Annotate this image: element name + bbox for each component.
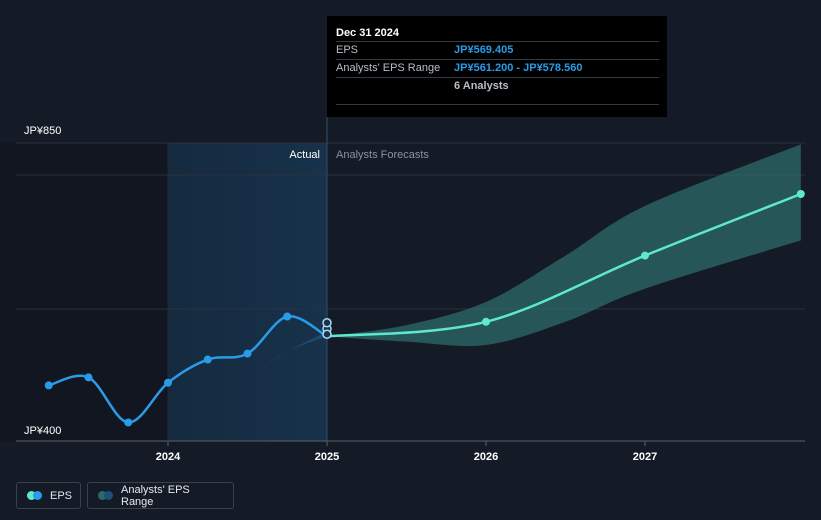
past-region bbox=[0, 143, 168, 441]
eps-forecast-point bbox=[482, 317, 490, 326]
tooltip-analysts-count: 6 Analysts bbox=[454, 80, 509, 92]
tooltip-eps-label: EPS bbox=[336, 44, 359, 56]
eps-forecast-point bbox=[641, 251, 649, 260]
x-tick-label-2026: 2026 bbox=[474, 451, 498, 463]
legend-range-toggle[interactable]: Analysts' EPS Range bbox=[87, 482, 234, 509]
hover-point bbox=[322, 329, 332, 339]
tooltip-eps-value: JP¥569.405 bbox=[454, 44, 514, 56]
hover-point bbox=[322, 318, 332, 328]
eps-actual-point bbox=[44, 381, 53, 390]
tooltip-eps-row: EPS JP¥569.405 bbox=[336, 41, 659, 59]
y-axis-max-label: JP¥850 bbox=[24, 125, 61, 137]
tooltip-date: Dec 31 2024 bbox=[336, 27, 399, 39]
tooltip-range-value: JP¥561.200 - JP¥578.560 bbox=[454, 62, 583, 74]
tooltip-range-row: Analysts' EPS Range JP¥561.200 - JP¥578.… bbox=[336, 59, 659, 77]
forecast-region-label: Analysts Forecasts bbox=[336, 149, 429, 161]
x-tick-label-2025: 2025 bbox=[315, 451, 339, 463]
legend-range-label: Analysts' EPS Range bbox=[121, 483, 190, 508]
actual-highlight-region bbox=[168, 143, 327, 441]
eps-forecast-line bbox=[326, 192, 802, 338]
eps-forecast-point bbox=[796, 189, 805, 198]
actual-region-label: Actual bbox=[289, 149, 320, 161]
eps-actual-line bbox=[48, 315, 328, 424]
eps-actual-point bbox=[124, 418, 133, 427]
eps-actual-point bbox=[203, 355, 212, 364]
x-tick-label-2024: 2024 bbox=[156, 451, 181, 463]
hover-tooltip: Dec 31 2024 EPS JP¥569.405 Analysts' EPS… bbox=[327, 16, 667, 117]
eps-actual-point bbox=[84, 373, 93, 382]
eps-actual-point bbox=[164, 378, 172, 387]
y-axis-min-label: JP¥400 bbox=[24, 425, 61, 437]
legend-eps-label: EPS bbox=[50, 489, 73, 502]
tooltip-analysts-row: 6 Analysts bbox=[336, 77, 659, 105]
eps-actual-point bbox=[243, 349, 252, 358]
eps-actual-point bbox=[283, 312, 292, 321]
eps-legend-icon bbox=[27, 491, 42, 500]
legend-eps-toggle[interactable]: EPS bbox=[16, 482, 81, 509]
range-legend-icon bbox=[98, 491, 113, 500]
x-tick-label-2027: 2027 bbox=[633, 451, 657, 463]
forecast-range-band bbox=[327, 144, 801, 347]
tooltip-range-label: Analysts' EPS Range bbox=[336, 62, 441, 74]
